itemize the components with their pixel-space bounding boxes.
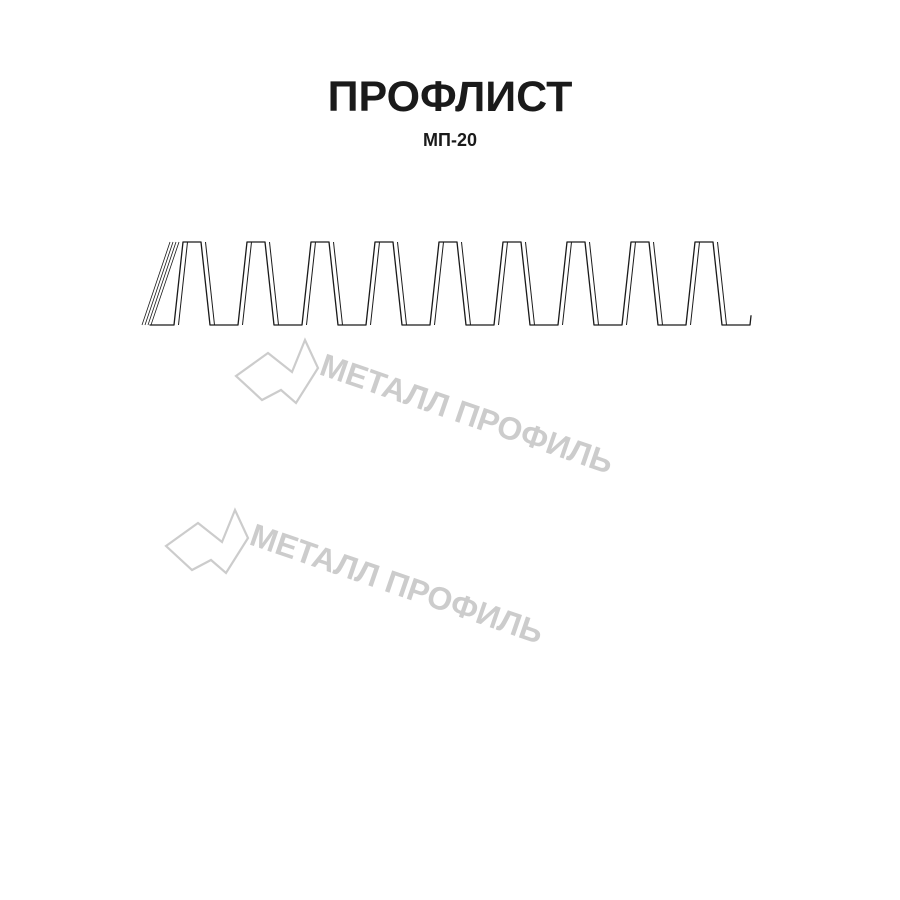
svg-text:ПРОФЛИСТ: ПРОФЛИСТ (328, 73, 573, 121)
svg-text:МЕТАЛЛ ПРОФИЛЬ: МЕТАЛЛ ПРОФИЛЬ (316, 347, 618, 481)
svg-text:МП-20: МП-20 (423, 130, 477, 150)
svg-text:МЕТАЛЛ ПРОФИЛЬ: МЕТАЛЛ ПРОФИЛЬ (246, 517, 548, 651)
